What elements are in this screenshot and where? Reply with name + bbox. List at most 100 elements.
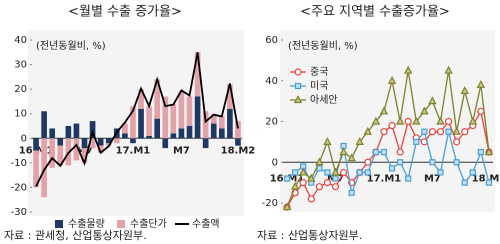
marker: [283, 175, 291, 182]
bar: [113, 138, 120, 144]
marker: [315, 183, 323, 191]
series-line: [35, 52, 239, 187]
marker: [461, 179, 468, 186]
chart-title: <월별 수출 증가율>: [68, 5, 182, 20]
legend-label: 미국: [310, 80, 328, 92]
marker: [380, 128, 388, 136]
bar: [122, 133, 128, 139]
y-tick-label: -20: [262, 198, 278, 209]
bar: [130, 106, 136, 139]
bar: [170, 133, 177, 139]
bar: [235, 138, 241, 146]
marker: [469, 169, 476, 176]
marker: [396, 148, 404, 156]
x-tick-label: 18.M2: [221, 145, 256, 156]
bar: [41, 111, 47, 139]
marker: [294, 82, 302, 90]
marker: [437, 169, 444, 176]
marker: [413, 138, 420, 145]
y-tick-label: -30: [11, 207, 27, 218]
marker: [331, 183, 340, 191]
marker: [356, 169, 363, 176]
bar: [73, 138, 80, 161]
legend-label: 수출물량: [68, 218, 105, 230]
bar: [146, 135, 152, 139]
marker: [332, 175, 339, 182]
source-note: 자료 : 산업통상자원부.: [257, 229, 362, 242]
marker: [290, 181, 300, 190]
marker: [460, 86, 469, 95]
x-tick-label: M7: [173, 145, 190, 156]
bar: [57, 138, 64, 146]
marker: [444, 65, 453, 74]
legend-label: 수출액: [192, 218, 220, 230]
marker: [453, 159, 460, 166]
marker: [363, 126, 373, 135]
marker: [388, 165, 396, 172]
marker: [485, 179, 493, 186]
bar: [194, 96, 201, 139]
marker: [372, 148, 379, 156]
subtitle: (전년동월비, %): [36, 40, 106, 52]
series-line: [286, 70, 490, 208]
marker: [461, 128, 469, 136]
bar: [122, 123, 128, 134]
marker: [428, 96, 437, 105]
bar: [89, 138, 96, 149]
marker: [292, 169, 299, 176]
bar: [186, 96, 193, 126]
marker: [293, 95, 303, 104]
y-tick-label: 40: [14, 35, 27, 46]
bar: [162, 138, 169, 149]
marker: [476, 80, 486, 88]
bar: [162, 96, 169, 139]
marker: [348, 189, 355, 196]
bar: [154, 79, 161, 119]
bar: [138, 108, 144, 139]
bar: [138, 89, 144, 109]
marker: [331, 167, 340, 176]
y-tick-label: -10: [11, 158, 27, 169]
y-tick-label: 0: [21, 133, 27, 144]
y-tick-label: -20: [11, 182, 27, 193]
marker: [298, 167, 308, 176]
bar: [33, 150, 39, 188]
bar: [97, 145, 104, 154]
bar: [130, 138, 136, 144]
marker: [364, 158, 372, 166]
marker: [299, 179, 307, 187]
marker: [355, 137, 364, 145]
bar: [97, 138, 104, 146]
marker: [444, 117, 453, 126]
y-tick-label: 60: [265, 35, 278, 46]
marker: [387, 75, 397, 84]
marker: [307, 173, 316, 182]
y-tick-label: 20: [265, 117, 278, 128]
legend-swatch: [117, 220, 125, 228]
bar: [49, 128, 56, 139]
marker: [405, 175, 412, 182]
bar: [154, 118, 161, 139]
bar: [33, 138, 39, 151]
bar: [227, 108, 233, 139]
bar: [73, 123, 80, 139]
x-tick-label: 18.M2: [472, 173, 500, 184]
x-tick-label: M7: [424, 173, 441, 184]
bar: [81, 148, 88, 163]
marker: [379, 106, 389, 115]
bar: [218, 128, 225, 139]
marker: [404, 117, 412, 126]
y-tick-label: 40: [265, 76, 278, 87]
source-note: 자료 : 관세청, 산업통상자원부.: [4, 229, 147, 242]
marker: [421, 128, 428, 135]
marker: [339, 168, 348, 177]
marker: [484, 147, 494, 156]
legend-label: 아세안: [310, 94, 338, 106]
chart-title: <주요 지역별 수출증가율>: [300, 5, 450, 20]
bar: [105, 138, 112, 144]
marker: [429, 159, 436, 166]
y-tick-label: 20: [14, 84, 27, 95]
marker: [339, 147, 348, 156]
legend-label: 수출단가: [130, 218, 167, 230]
